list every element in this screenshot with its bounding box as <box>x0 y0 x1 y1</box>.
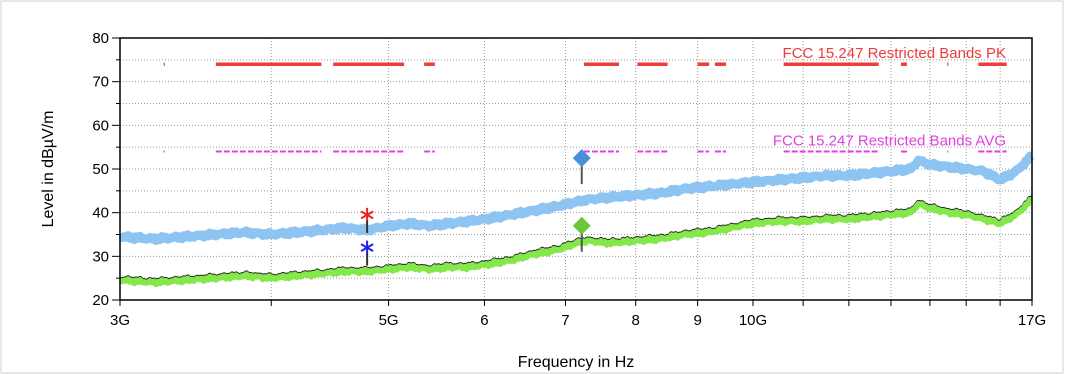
star-marker <box>360 207 374 222</box>
limit-lines <box>163 62 1007 153</box>
markers <box>360 149 591 266</box>
x-tick-label: 8 <box>632 312 640 329</box>
x-tick-label: 5G <box>379 312 399 329</box>
grid <box>120 38 1032 300</box>
average-trace <box>119 196 1033 288</box>
x-axis-label: Frequency in Hz <box>518 354 635 371</box>
limit-label: FCC 15.247 Restricted Bands PK <box>783 45 1006 62</box>
y-tick-label: 60 <box>92 117 109 134</box>
peak-trace <box>117 151 1035 245</box>
star-marker <box>360 240 374 255</box>
diamond-marker <box>572 149 591 168</box>
y-tick-label: 20 <box>92 292 109 309</box>
series-layer <box>117 151 1035 288</box>
y-tick-label: 80 <box>92 30 109 47</box>
x-tick-label: 10G <box>739 312 767 329</box>
y-tick-label: 50 <box>92 161 109 178</box>
y-tick-label: 70 <box>92 74 109 91</box>
x-tick-label: 7 <box>561 312 569 329</box>
limit-label: FCC 15.247 Restricted Bands AVG <box>773 133 1006 150</box>
limit-labels: FCC 15.247 Restricted Bands PK FCC 15.247… <box>773 45 1006 149</box>
axis-ticks: 20 30 40 50 60 70 80 3G 5G 6 7 8 9 10G 17G <box>92 30 1046 329</box>
x-tick-label: 9 <box>693 312 701 329</box>
y-axis-label: Level in dBµV/m <box>40 111 57 228</box>
y-tick-label: 40 <box>92 205 109 222</box>
x-tick-label: 6 <box>480 312 488 329</box>
x-tick-label: 17G <box>1018 312 1046 329</box>
diamond-marker <box>572 216 591 235</box>
y-tick-label: 30 <box>92 248 109 265</box>
x-tick-label: 3G <box>110 312 130 329</box>
